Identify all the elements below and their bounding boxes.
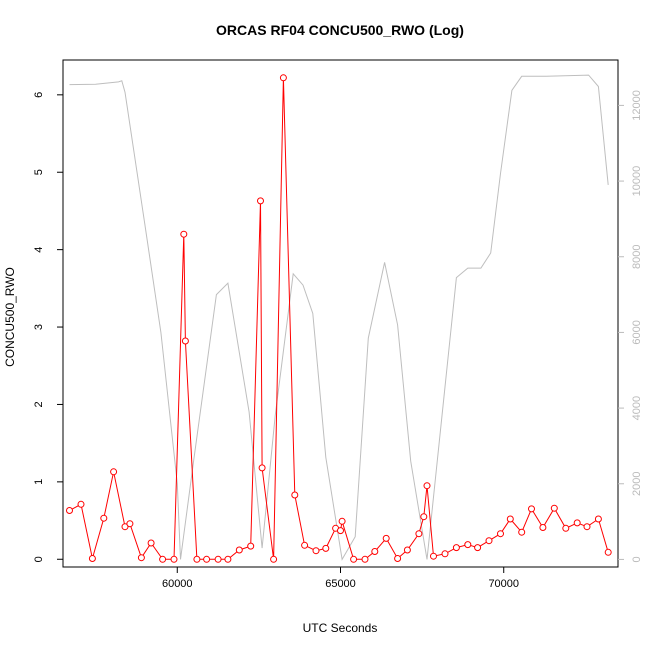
data-point — [214, 555, 222, 563]
data-point — [121, 523, 129, 531]
y-tick-label: 4 — [33, 247, 45, 253]
data-point — [562, 524, 570, 532]
data-point — [301, 541, 309, 549]
data-point — [137, 554, 145, 562]
data-point — [518, 528, 526, 536]
data-point — [350, 555, 358, 563]
data-point — [423, 482, 431, 490]
x-axis-label: UTC Seconds — [303, 621, 378, 635]
data-point — [528, 505, 535, 513]
y-axis-label: CONCU500_RWO — [3, 267, 17, 367]
x-tick-label: 60000 — [162, 578, 193, 590]
data-point — [485, 537, 493, 545]
data-point — [594, 515, 602, 523]
series-line-altitude — [69, 74, 609, 561]
y-tick-label: 3 — [33, 324, 45, 330]
data-point — [441, 550, 449, 558]
data-point — [203, 555, 211, 563]
data-point — [583, 523, 591, 531]
data-point — [312, 547, 320, 555]
data-point — [506, 515, 514, 523]
data-point — [337, 527, 344, 535]
data-point — [126, 520, 134, 528]
data-point — [181, 337, 189, 345]
data-point — [415, 530, 423, 538]
chart-title: ORCAS RF04 CONCU500_RWO (Log) — [216, 22, 464, 38]
data-point — [474, 544, 482, 552]
series-left-group — [66, 74, 612, 563]
y-axis-right: 0 2000 4000 6000 8000 10000 12000 — [618, 90, 643, 562]
data-point — [291, 491, 299, 499]
y-tick-label: 0 — [33, 556, 45, 562]
data-point — [361, 555, 369, 563]
data-point — [539, 524, 547, 531]
data-point — [235, 546, 243, 554]
data-point — [420, 513, 428, 521]
data-point — [180, 230, 188, 238]
y-tick-label: 5 — [33, 169, 45, 175]
series-right-group — [69, 74, 609, 561]
data-point — [257, 197, 264, 205]
y2-tick-label: 0 — [631, 556, 643, 562]
data-point — [464, 541, 472, 549]
data-point — [322, 544, 330, 552]
data-point — [193, 555, 201, 563]
y-tick-label: 6 — [33, 92, 45, 98]
data-point — [66, 507, 73, 514]
y-axis-left: 0 1 2 3 4 5 6 — [33, 92, 63, 562]
data-point — [159, 555, 167, 563]
data-point — [430, 552, 437, 560]
data-point — [573, 519, 581, 527]
data-point — [452, 544, 460, 552]
data-point — [77, 500, 85, 508]
data-point — [147, 539, 155, 547]
data-point — [371, 548, 379, 555]
y2-tick-label: 12000 — [631, 90, 643, 121]
data-point — [394, 555, 402, 562]
y2-tick-label: 10000 — [631, 166, 643, 197]
data-point — [247, 542, 255, 550]
y2-tick-label: 8000 — [631, 245, 643, 269]
x-axis: 60000 65000 70000 — [162, 567, 519, 590]
data-point — [170, 555, 178, 563]
x-tick-label: 70000 — [488, 578, 519, 590]
data-point — [403, 546, 411, 554]
data-point — [382, 534, 390, 542]
data-point — [338, 517, 346, 525]
data-point — [279, 74, 287, 82]
data-point — [224, 555, 232, 563]
plot-area-frame — [62, 59, 619, 568]
data-point — [550, 504, 558, 512]
data-point — [88, 555, 96, 562]
data-point — [604, 548, 612, 556]
y-tick-label: 2 — [33, 401, 45, 407]
series-line-concu500 — [69, 77, 609, 560]
data-point — [258, 464, 266, 472]
y2-tick-label: 6000 — [631, 320, 643, 344]
y2-tick-label: 4000 — [631, 396, 643, 420]
data-point — [110, 468, 118, 476]
y-tick-label: 1 — [33, 479, 45, 485]
data-point — [100, 514, 108, 522]
y2-tick-label: 2000 — [631, 472, 643, 496]
x-tick-label: 65000 — [325, 578, 356, 590]
data-point — [497, 530, 504, 538]
data-point — [270, 555, 278, 563]
